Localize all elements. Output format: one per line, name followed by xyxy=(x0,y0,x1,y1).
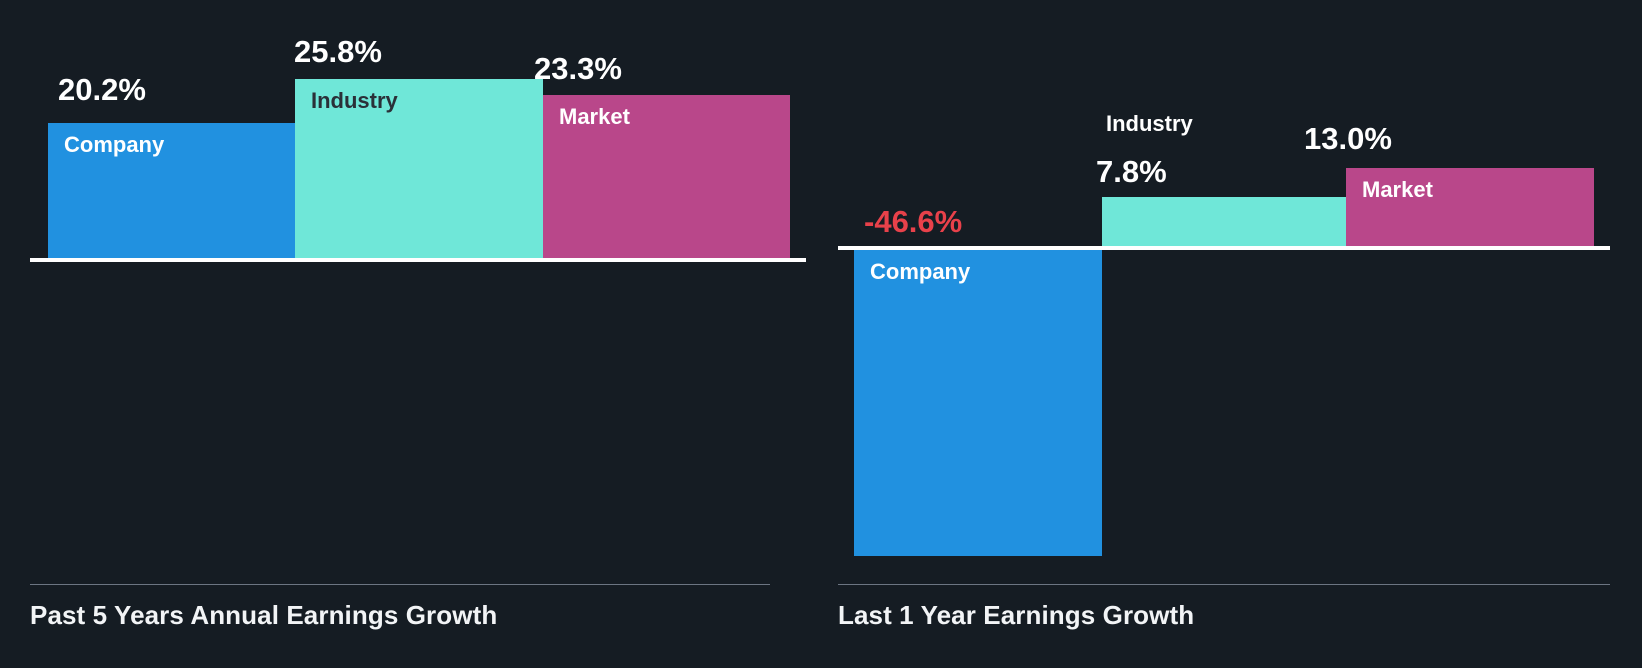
bar-label-company: Company xyxy=(870,259,971,284)
bar-label-company: Company xyxy=(64,132,165,157)
bar-label-market: Market xyxy=(1362,177,1433,202)
value-label-market-last1y: 13.0% xyxy=(1304,121,1392,156)
value-label-company-last1y: -46.6% xyxy=(864,204,963,239)
chart-title-last-1-year: Last 1 Year Earnings Growth xyxy=(838,600,1195,630)
bar-industry-past5y[interactable]: Industry xyxy=(295,79,543,260)
caption-divider-right xyxy=(838,584,1610,585)
zero-axis-line-right xyxy=(838,246,1610,250)
bar-label-industry: Industry xyxy=(311,88,398,113)
caption-divider-left xyxy=(30,584,770,585)
bar-label-industry: Industry xyxy=(1106,111,1193,136)
value-label-industry-last1y: 7.8% xyxy=(1096,154,1167,189)
value-label-market-past5y: 23.3% xyxy=(534,51,622,86)
zero-axis-line-left xyxy=(30,258,806,262)
chart-past-5-years: Company Industry Market 20.2% 25.8% 23.3… xyxy=(0,0,806,668)
value-label-company-past5y: 20.2% xyxy=(58,72,146,107)
chart-title-past-5-years: Past 5 Years Annual Earnings Growth xyxy=(30,600,498,630)
plot-area-left: Company Industry Market 20.2% 25.8% 23.3… xyxy=(0,0,806,560)
bar-market-past5y[interactable]: Market xyxy=(543,95,790,260)
bar-company-past5y[interactable]: Company xyxy=(48,123,295,260)
bar-market-last1y[interactable]: Market xyxy=(1346,168,1594,246)
bar-company-last1y[interactable]: Company xyxy=(854,250,1102,556)
bar-label-market: Market xyxy=(559,104,630,129)
value-label-industry-past5y: 25.8% xyxy=(294,34,382,69)
chart-last-1-year: Company Market -46.6% Industry 7.8% 13.0… xyxy=(838,0,1642,668)
bar-industry-last1y[interactable] xyxy=(1102,197,1346,246)
plot-area-right: Company Market -46.6% Industry 7.8% 13.0… xyxy=(838,0,1642,560)
